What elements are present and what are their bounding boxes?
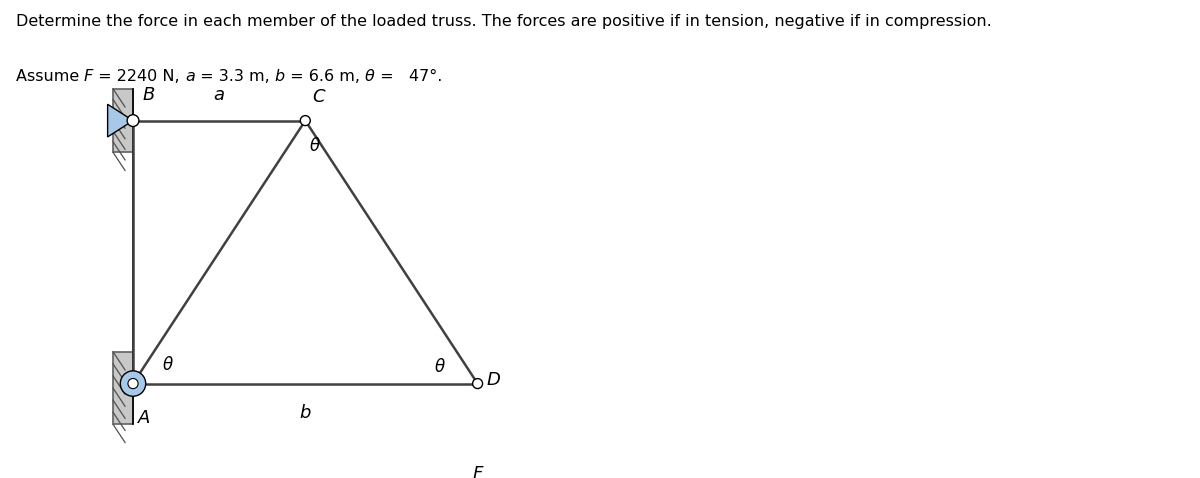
Text: θ: θ — [162, 357, 173, 374]
Bar — [113, 352, 133, 424]
Polygon shape — [108, 104, 133, 137]
Text: F: F — [84, 69, 94, 84]
Text: A: A — [138, 409, 150, 427]
Text: B: B — [142, 86, 155, 104]
Text: =   47°.: = 47°. — [374, 69, 442, 84]
Circle shape — [473, 379, 482, 389]
Text: F: F — [473, 465, 482, 478]
Text: = 6.6 m,: = 6.6 m, — [284, 69, 365, 84]
Text: = 3.3 m,: = 3.3 m, — [194, 69, 275, 84]
Text: θ: θ — [365, 69, 374, 84]
Circle shape — [128, 379, 138, 389]
Text: θ: θ — [434, 358, 444, 376]
Text: D: D — [487, 371, 500, 389]
Circle shape — [300, 116, 311, 126]
Text: a: a — [214, 86, 224, 104]
Text: = 2240 N,: = 2240 N, — [94, 69, 185, 84]
Text: Assume: Assume — [16, 69, 84, 84]
Bar — [113, 89, 133, 152]
Circle shape — [120, 371, 145, 396]
Text: b: b — [300, 403, 311, 422]
Text: Determine the force in each member of the loaded truss. The forces are positive : Determine the force in each member of th… — [16, 14, 991, 29]
Text: θ: θ — [310, 137, 319, 155]
Circle shape — [127, 115, 139, 127]
Text: a: a — [185, 69, 194, 84]
Text: b: b — [275, 69, 284, 84]
Text: C: C — [312, 88, 325, 106]
